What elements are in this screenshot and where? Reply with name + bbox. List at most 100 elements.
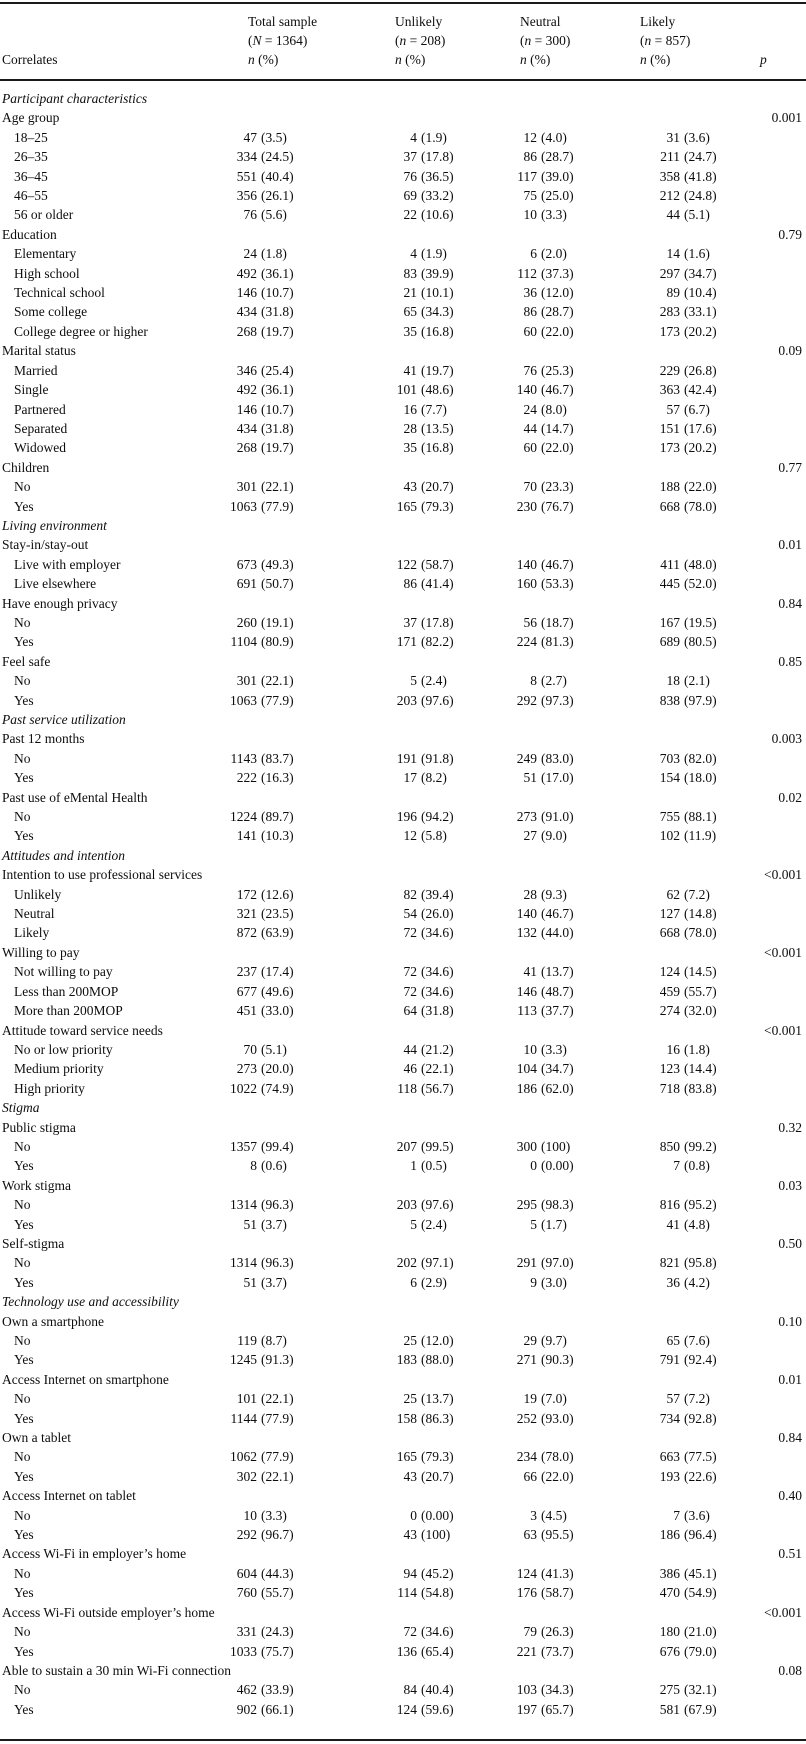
row-label: Unlikely [14, 886, 62, 902]
cell-neutral: 76 (25.3) [523, 362, 574, 378]
cell-unlikely [388, 1234, 508, 1253]
row-label: No [14, 1391, 31, 1407]
cell-total: 1104 (80.9) [230, 634, 294, 650]
cell-neutral: 271 (90.3) [516, 1352, 574, 1368]
cell-unlikely: 44 (21.2) [403, 1041, 454, 1057]
cell-p: 0.32 [778, 1119, 802, 1135]
cell-total [228, 1098, 388, 1117]
row-label: No [14, 1624, 31, 1640]
cell-neutral [508, 943, 638, 962]
cell-p [748, 1622, 806, 1641]
cell-p [748, 1098, 806, 1117]
cell-total [228, 108, 388, 127]
row-label: Yes [14, 692, 34, 708]
cell-likely [638, 1312, 748, 1331]
cell-neutral: 146 (48.7) [516, 983, 574, 999]
cell-likely [638, 1544, 748, 1563]
correlates-table: Correlates Total sample (N = 1364) n (%) U… [0, 4, 806, 1719]
cell-total: 1144 (77.9) [230, 1410, 294, 1426]
cell-likely: 65 (7.6) [666, 1333, 710, 1348]
cell-neutral: 60 (22.0) [523, 323, 574, 339]
row-label: Marital status [2, 343, 76, 359]
category-row: Technical school 146 (10.7) 21 (10.1) 36 (12.0… [0, 283, 806, 302]
cell-total: 1033 (75.7) [230, 1643, 294, 1659]
category-row: No 1357 (99.4) 207 (99.5) 300 (100) 850 (99.2) [0, 1137, 806, 1156]
category-row: Widowed 268 (19.7) 35 (16.8) 60 (22.0) 173 (20.2… [0, 438, 806, 457]
cell-unlikely: 171 (82.2) [396, 634, 454, 650]
category-row: Yes 8 (0.6) 1 (0.5) 0 (0.00) 7 (0.8) [0, 1156, 806, 1175]
row-label: No [14, 1138, 31, 1154]
cell-total: 677 (49.6) [236, 983, 294, 999]
cell-neutral [508, 594, 638, 613]
row-label: Live elsewhere [14, 576, 97, 592]
cell-likely: 663 (77.5) [659, 1449, 717, 1465]
row-label: Children [2, 459, 50, 475]
cell-unlikely: 54 (26.0) [403, 906, 454, 922]
cell-p [748, 186, 806, 205]
cell-unlikely [388, 1486, 508, 1505]
cell-total: 141 (10.3) [236, 828, 294, 844]
cell-likely: 41 (4.8) [666, 1216, 710, 1232]
cell-total [228, 89, 388, 108]
category-row: Yes 760 (55.7) 114 (54.8) 176 (58.7) 470 (54.9) [0, 1583, 806, 1602]
cell-likely: 791 (92.4) [659, 1352, 717, 1368]
cell-p [748, 1001, 806, 1020]
cell-p: 0.01 [778, 1371, 802, 1387]
col-name: Likely [640, 14, 676, 29]
cell-total: 691 (50.7) [236, 576, 294, 592]
cell-unlikely: 72 (34.6) [403, 925, 454, 941]
col-name: Neutral [520, 14, 561, 29]
category-row: Yes 1063 (77.9) 203 (97.6) 292 (97.3) 838 (97.9) [0, 691, 806, 710]
cell-p [748, 768, 806, 787]
cell-total [228, 341, 388, 360]
cell-unlikely: 28 (13.5) [403, 420, 454, 436]
cell-unlikely: 4 (1.9) [410, 246, 447, 262]
cell-unlikely [388, 108, 508, 127]
cell-total: 76 (5.6) [243, 207, 287, 223]
cell-likely [638, 225, 748, 244]
cell-total [228, 729, 388, 748]
cell-neutral: 60 (22.0) [523, 440, 574, 456]
cell-p [748, 904, 806, 923]
table-body: Participant characteristics Age group 0.00… [0, 80, 806, 1719]
cell-total [228, 1312, 388, 1331]
cell-total: 1224 (89.7) [230, 809, 294, 825]
cell-p [748, 147, 806, 166]
category-row: No 604 (44.3) 94 (45.2) 124 (41.3) 386 (45.1) [0, 1564, 806, 1583]
cell-total: 462 (33.9) [236, 1682, 294, 1698]
row-label: Access Internet on smartphone [2, 1371, 169, 1387]
row-label: Own a smartphone [2, 1313, 104, 1329]
category-row: Medium priority 273 (20.0) 46 (22.1) 104 (34.7… [0, 1059, 806, 1078]
category-row: Yes 141 (10.3) 12 (5.8) 27 (9.0) 102 (11.9) [0, 826, 806, 845]
cell-unlikely [388, 729, 508, 748]
row-label: Live with employer [14, 556, 121, 572]
cell-total: 604 (44.3) [236, 1565, 294, 1581]
category-row: Elementary 24 (1.8) 4 (1.9) 6 (2.0) 14 (1.6) [0, 244, 806, 263]
cell-likely: 445 (52.0) [659, 576, 717, 592]
cell-likely [638, 652, 748, 671]
cell-total: 237 (17.4) [236, 964, 294, 980]
col-header-total-sample: Total sample (N = 1364) n (%) [228, 4, 388, 81]
cell-neutral: 56 (18.7) [523, 614, 574, 630]
cell-total [228, 1292, 388, 1311]
cell-unlikely [388, 1370, 508, 1389]
cell-neutral: 160 (53.3) [516, 576, 574, 592]
cell-unlikely: 43 (100) [403, 1527, 451, 1543]
row-label: Yes [14, 1468, 34, 1484]
cell-likely: 275 (32.1) [659, 1682, 717, 1698]
cell-total: 872 (63.9) [236, 925, 294, 941]
cell-neutral: 224 (81.3) [516, 634, 574, 650]
category-row: Yes 51 (3.7) 5 (2.4) 5 (1.7) 41 (4.8) [0, 1215, 806, 1234]
category-row: No 301 (22.1) 5 (2.4) 8 (2.7) 18 (2.1) [0, 671, 806, 690]
cell-p [748, 400, 806, 419]
cell-total: 51 (3.7) [243, 1216, 287, 1232]
row-label: No [14, 673, 31, 689]
cell-total: 1022 (74.9) [230, 1080, 294, 1096]
cell-neutral [508, 516, 638, 535]
cell-likely: 755 (88.1) [659, 809, 717, 825]
variable-row: Past use of eMental Health 0.02 [0, 788, 806, 807]
variable-row: Willing to pay <0.001 [0, 943, 806, 962]
row-label: College degree or higher [14, 323, 148, 339]
category-row: No 1224 (89.7) 196 (94.2) 273 (91.0) 755 (88.1) [0, 807, 806, 826]
cell-p [748, 613, 806, 632]
